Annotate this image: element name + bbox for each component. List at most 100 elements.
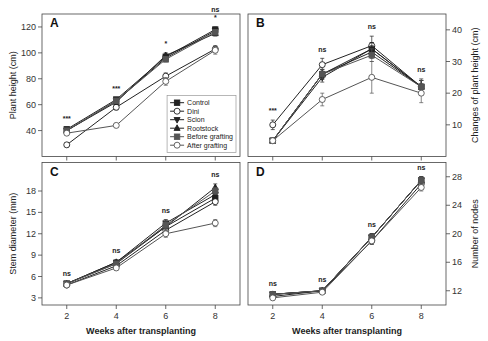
data-group [64, 27, 219, 148]
plot-background [248, 163, 446, 306]
y-tick-label: 12 [452, 286, 462, 296]
series [270, 49, 424, 144]
panel: 24681216202428nsnsnsnsDNumber of nodesWe… [248, 163, 480, 337]
legend-item: Before grafting [170, 133, 233, 141]
y-tick-label: 18 [26, 186, 36, 196]
series [270, 177, 425, 297]
annotation: ns [269, 280, 277, 287]
annotation-line: ns [368, 23, 376, 30]
panel: 406080100120*******ns*APlant height (cm)… [8, 6, 240, 160]
y-tick [446, 61, 450, 62]
x-tick [322, 157, 323, 161]
annotation-line: ns [162, 207, 170, 214]
error-bar [114, 266, 118, 270]
series-line [67, 50, 216, 133]
series [270, 177, 424, 297]
point [163, 231, 169, 237]
panel: 10203040***nsnsnsBChanges of plant heigh… [248, 14, 480, 161]
error-bar [370, 62, 374, 94]
point [163, 223, 169, 229]
error-bar [320, 93, 324, 106]
error-bar [419, 177, 423, 184]
plot-frame [42, 163, 240, 306]
y-tick [38, 191, 42, 192]
legend-marker [174, 125, 180, 131]
series [64, 28, 219, 134]
annotation-line: ns [269, 280, 277, 287]
y-axis-label: Plant height (cm) [8, 51, 18, 119]
y-tick-label: 80 [26, 74, 36, 84]
point [212, 29, 218, 35]
error-bar [213, 198, 217, 205]
error-bar [320, 290, 324, 294]
point [213, 188, 218, 193]
data-group [270, 177, 425, 301]
legend-box [167, 96, 236, 153]
y-tick [446, 124, 450, 125]
error-bar [271, 120, 275, 129]
error-bar [164, 223, 168, 230]
point [64, 142, 70, 148]
series-line [273, 180, 422, 294]
x-tick [165, 305, 166, 309]
plot-frame [248, 163, 446, 306]
point [270, 295, 276, 301]
annotation-line: ns [63, 270, 71, 277]
y-tick [38, 255, 42, 256]
error-bar [164, 77, 168, 85]
y-tick [446, 290, 450, 291]
x-tick [421, 305, 422, 309]
series [270, 177, 424, 297]
y-tick-label: 16 [452, 257, 462, 267]
annotation: *** [269, 107, 277, 114]
annotation: ns [112, 247, 120, 254]
series-line [273, 187, 422, 297]
x-tick [272, 305, 273, 309]
point [270, 122, 276, 128]
y-tick-label: 120 [21, 22, 36, 32]
error-bar [164, 222, 168, 229]
error-bar [419, 84, 423, 103]
annotation: ns [162, 207, 170, 214]
legend-item: Rootstock [170, 125, 219, 132]
series [64, 184, 219, 286]
y-tick [38, 276, 42, 277]
series [270, 180, 425, 299]
y-tick [446, 93, 450, 94]
y-tick-label: 20 [452, 88, 462, 98]
legend-marker [174, 134, 179, 139]
series-line [67, 195, 216, 284]
panel: 2468369121518nsnsnsnsCStem diameter (mm)… [8, 163, 240, 337]
x-tick [116, 157, 117, 161]
series-line [67, 198, 216, 284]
series [270, 177, 425, 298]
annotation: ns [368, 23, 376, 30]
legend: ControlDiniScionRootstockBefore grafting… [167, 96, 236, 153]
error-bar [370, 49, 374, 62]
x-tick-label: 4 [320, 311, 325, 321]
legend-marker [174, 108, 180, 114]
annotation-line: *** [63, 115, 71, 122]
x-tick-label: 2 [64, 311, 69, 321]
point [319, 62, 325, 68]
x-tick [215, 157, 216, 161]
point [163, 57, 168, 62]
x-tick [272, 157, 273, 161]
y-tick-label: 60 [26, 100, 36, 110]
panel-title: D [256, 165, 265, 179]
point [64, 130, 70, 136]
error-bar [419, 177, 423, 184]
x-tick-label: 2 [270, 311, 275, 321]
point [320, 71, 325, 76]
point [320, 71, 325, 76]
annotation-line: ns [417, 66, 425, 73]
series-line [273, 180, 422, 294]
legend-item: After grafting [170, 142, 227, 150]
plot-frame [248, 14, 446, 157]
annotation: ns [63, 270, 71, 277]
plot-background [248, 14, 446, 157]
x-tick [322, 305, 323, 309]
legend-label: Before grafting [187, 133, 233, 141]
series-line [67, 202, 216, 285]
point [113, 122, 119, 128]
